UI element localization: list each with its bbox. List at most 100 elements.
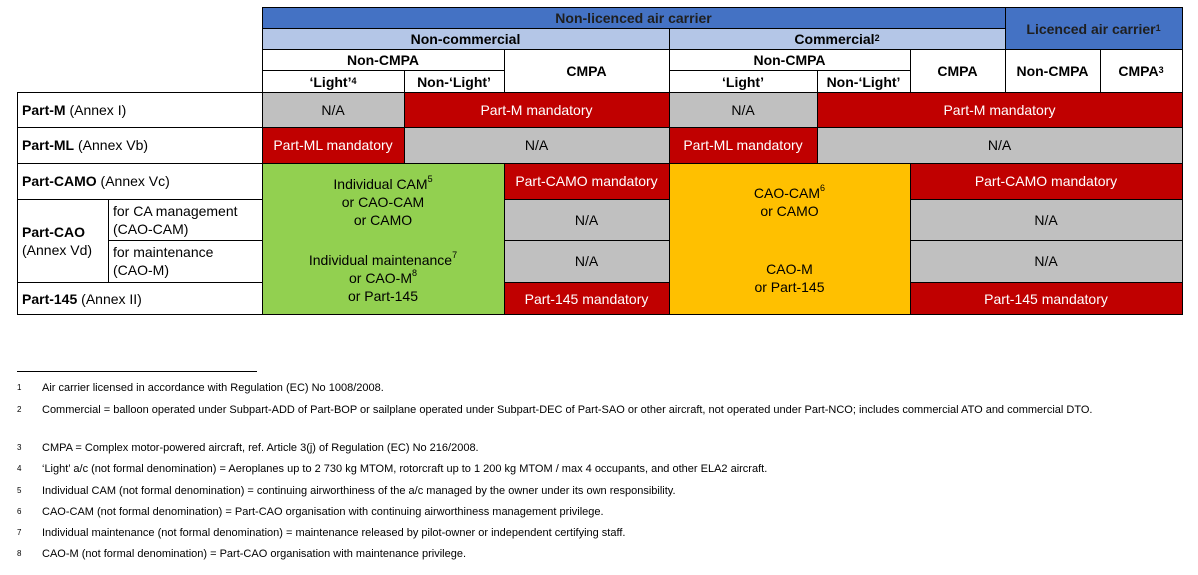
- row-label-cao-cam: for CA management (CAO-CAM): [108, 199, 262, 240]
- grid-line: [404, 92, 405, 163]
- header-cmpa-nc: CMPA: [566, 63, 607, 79]
- grid-line: [17, 127, 1183, 128]
- header-light-c: ‘Light’: [722, 73, 764, 90]
- header-commercial-label: Commercial: [794, 30, 875, 47]
- footnote-number: 2: [17, 405, 22, 414]
- cell-green-maintenance: Individual maintenance7 or CAO-M8 or Par…: [262, 240, 504, 315]
- row-label-part-ml: Part-ML (Annex Vb): [17, 127, 262, 163]
- header-cmpa-l-label: CMPA: [1118, 63, 1159, 79]
- row-label-part-camo: Part-CAMO (Annex Vc): [17, 163, 262, 199]
- cell-orange-m-line1: CAO-M: [766, 260, 813, 277]
- footnote-ref-5: 5: [427, 173, 433, 184]
- grid-line: [1182, 7, 1183, 315]
- grid-line: [262, 70, 504, 71]
- grid-line: [1005, 7, 1006, 93]
- header-non-commercial: Non-commercial: [262, 28, 669, 49]
- cell-partm-light-c: N/A: [669, 92, 817, 127]
- header-commercial: Commercial 2: [669, 28, 1005, 49]
- cell-partml-na-c: N/A: [817, 127, 1182, 163]
- header-light-nc-label: ‘Light’: [309, 73, 352, 90]
- footnote-7: 7 Individual maintenance (not formal den…: [17, 526, 1187, 540]
- header-licenced: Licenced air carrier 1: [1005, 7, 1182, 50]
- cell-orange-cao-m: CAO-M or Part-145: [669, 240, 910, 315]
- footnote-text: Air carrier licensed in accordance with …: [42, 382, 384, 394]
- grid-line: [669, 92, 670, 315]
- cell-orange-cam-line1: CAO-CAM: [753, 184, 821, 201]
- cell-orange-cao-cam: CAO-CAM6 or CAMO: [669, 163, 910, 240]
- header-light-nc: ‘Light’ 4: [309, 73, 357, 90]
- row-label-cao-m-line1: for maintenance: [113, 244, 214, 260]
- grid-line: [910, 163, 911, 315]
- row-label-cao-m-line2: (CAO-M): [113, 262, 169, 278]
- cell-camo-mandatory-c: Part-CAMO mandatory: [910, 163, 1182, 199]
- cell-camo-mandatory-nc: Part-CAMO mandatory: [504, 163, 669, 199]
- header-non-cmpa-l: Non-CMPA: [1016, 63, 1089, 79]
- footnote-8: 8 CAO-M (not formal denomination) = Part…: [17, 547, 1187, 561]
- footnote-number: 5: [17, 486, 22, 495]
- row-label-part-m-annex: (Annex I): [65, 101, 127, 118]
- footnote-text: CAO-CAM (not formal denomination) = Part…: [42, 506, 604, 518]
- footnote-number: 7: [17, 528, 22, 537]
- cell-partm-mandatory-c: Part-M mandatory: [817, 92, 1182, 127]
- cell-cao-cam-na-nc: N/A: [504, 199, 669, 240]
- row-label-part-m-bold: Part-M: [22, 101, 66, 118]
- header-licenced-label: Licenced air carrier: [1026, 20, 1156, 37]
- header-nonlight-c: Non-‘Light’: [826, 73, 901, 90]
- grid-line: [817, 70, 818, 92]
- row-label-cao-cam-line2: (CAO-CAM): [113, 220, 189, 237]
- cell-orange-cam-line2: or CAMO: [760, 202, 819, 219]
- grid-line: [108, 240, 262, 241]
- footnote-ref-6: 6: [820, 182, 826, 193]
- footnote-number: 8: [17, 549, 22, 558]
- footnote-3: 3 CMPA = Complex motor-powered aircraft,…: [17, 441, 1187, 455]
- cell-green-maint-line3: or Part-145: [347, 287, 419, 304]
- grid-line: [17, 92, 18, 315]
- grid-line: [504, 163, 505, 315]
- row-label-cao-cam-line1: for CA management: [113, 202, 238, 219]
- header-cmpa-c: CMPA: [937, 63, 978, 79]
- grid-line: [17, 314, 1183, 315]
- cell-green-cam-line1: Individual CAM: [333, 175, 428, 192]
- cell-partml-mandatory-nc: Part-ML mandatory: [262, 127, 404, 163]
- footnote-5: 5 Individual CAM (not formal denominatio…: [17, 484, 1187, 498]
- cell-145-mandatory-c: Part-145 mandatory: [910, 282, 1182, 315]
- grid-line: [108, 199, 109, 282]
- cell-145-mandatory-nc: Part-145 mandatory: [504, 282, 669, 315]
- header-non-licenced: Non-licenced air carrier: [262, 7, 1005, 28]
- grid-line: [910, 199, 1183, 200]
- row-label-cao-m: for maintenance (CAO-M): [108, 240, 262, 282]
- grid-line: [262, 7, 1183, 8]
- cell-green-cam-line2: or CAO-CAM: [341, 193, 425, 210]
- grid-line: [404, 70, 405, 92]
- grid-line: [262, 7, 263, 315]
- grid-line: [504, 49, 505, 92]
- row-label-part-ml-bold: Part-ML: [22, 137, 75, 153]
- footnote-number: 6: [17, 507, 22, 516]
- footnote-6: 6 CAO-CAM (not formal denomination) = Pa…: [17, 505, 1187, 519]
- row-label-part-camo-annex: (Annex Vc): [96, 173, 170, 189]
- grid-line: [1100, 49, 1101, 92]
- cell-partm-light-nc: N/A: [262, 92, 404, 127]
- grid-line: [17, 92, 1183, 93]
- grid-line: [504, 199, 669, 200]
- cell-partm-mandatory-nc: Part-M mandatory: [404, 92, 669, 127]
- row-label-part-145-bold: Part-145: [22, 290, 78, 307]
- row-label-part-145-annex: (Annex II): [77, 290, 142, 307]
- grid-line: [17, 163, 1183, 164]
- cell-orange-m-line2: or Part-145: [754, 278, 825, 295]
- footnote-number: 1: [17, 383, 22, 392]
- row-label-part-cao-annex: (Annex Vd): [22, 241, 93, 258]
- footnote-text: CMPA = Complex motor-powered aircraft, r…: [42, 442, 479, 454]
- footnote-text: Commercial = balloon operated under Subp…: [42, 404, 1093, 416]
- grid-line: [504, 240, 669, 241]
- cell-green-maint-line2: or CAO-M: [348, 269, 412, 286]
- row-label-part-cao-bold: Part-CAO: [22, 223, 86, 240]
- grid-line: [504, 282, 669, 283]
- row-label-part-145: Part-145 (Annex II): [17, 282, 262, 315]
- header-non-cmpa-c: Non-CMPA: [753, 52, 826, 68]
- header-nonlight-nc: Non-‘Light’: [417, 73, 491, 90]
- footnote-text: Individual maintenance (not formal denom…: [42, 527, 626, 539]
- footnote-text: ‘Light’ a/c (not formal denomination) = …: [42, 463, 768, 475]
- footnote-number: 4: [17, 464, 22, 473]
- cell-green-cam: Individual CAM5 or CAO-CAM or CAMO: [262, 163, 504, 240]
